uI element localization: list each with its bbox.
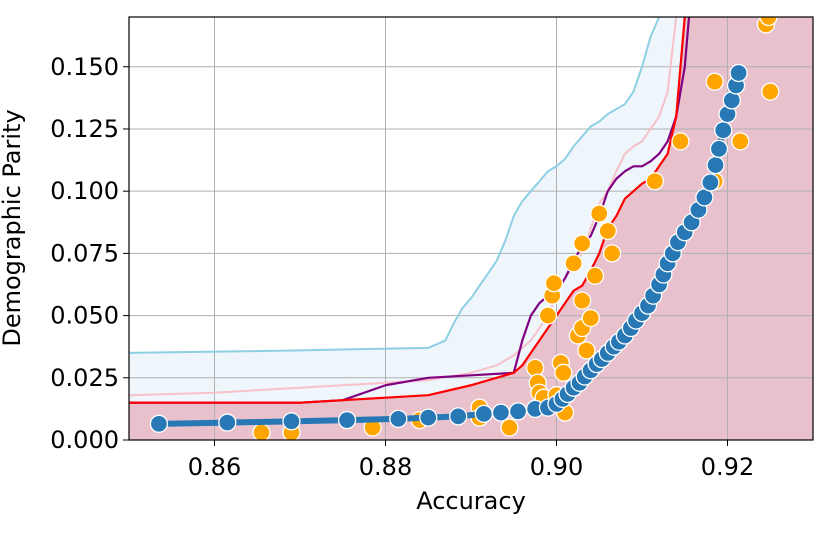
x-tick-label: 0.92	[701, 453, 754, 481]
red-series-line	[129, 17, 686, 404]
feasible-region	[129, 17, 813, 440]
y-tick-label: 0.075	[50, 239, 119, 267]
orange-point	[577, 341, 596, 360]
blue-point	[149, 414, 169, 433]
y-axis-label: Demographic Parity	[0, 109, 26, 346]
orange-point	[573, 291, 592, 310]
orange-point	[581, 308, 600, 328]
y-axis-ticks: 0.000 0.025 0.050 0.075 0.100 0.125 0.150	[50, 53, 129, 454]
orange-point	[598, 221, 617, 241]
blue-point	[474, 404, 493, 424]
y-tick-label: 0.150	[50, 53, 119, 81]
orange-point	[252, 423, 271, 440]
x-tick-label: 0.86	[188, 453, 241, 481]
orange-point	[731, 132, 750, 151]
y-tick-label: 0.050	[50, 302, 119, 330]
orange-point	[759, 17, 778, 27]
orange-point	[590, 204, 609, 223]
orange-point	[671, 132, 690, 151]
x-axis-label: Accuracy	[416, 487, 526, 515]
orange-point	[544, 274, 564, 293]
orange-point	[645, 172, 664, 191]
orange-point	[573, 234, 592, 253]
blue-point	[714, 121, 733, 140]
confidence-band	[129, 17, 685, 403]
orange-point	[705, 72, 724, 91]
blue-point	[508, 402, 528, 421]
orange-point	[585, 266, 605, 285]
orange-point	[500, 418, 519, 437]
x-tick-label: 0.88	[359, 453, 412, 481]
blue-point	[282, 412, 301, 431]
blue-point	[701, 173, 720, 192]
blue-point	[729, 63, 748, 83]
orange-point	[538, 306, 558, 325]
series-lines	[129, 17, 691, 404]
blue-point	[337, 410, 357, 430]
plot-frame	[128, 16, 814, 441]
y-tick-label: 0.025	[50, 364, 119, 392]
blue-point	[218, 413, 237, 432]
blue-point	[449, 407, 468, 426]
shaded-regions	[129, 17, 813, 440]
y-tick-label: 0.000	[50, 426, 119, 454]
x-tick-label: 0.90	[530, 453, 583, 481]
blue-point	[419, 408, 438, 427]
blue-point	[706, 155, 725, 175]
y-tick-label: 0.125	[50, 115, 119, 143]
blue-point	[709, 139, 729, 159]
series-dots	[149, 17, 780, 440]
orange-point	[554, 363, 573, 382]
blue-point	[491, 403, 511, 422]
orange-point	[602, 244, 622, 263]
orange-point	[564, 254, 583, 273]
orange-point	[525, 358, 545, 377]
orange-point	[761, 82, 780, 101]
skyblue-series-line	[129, 17, 661, 354]
y-tick-label: 0.100	[50, 177, 119, 205]
blue-point	[389, 409, 408, 429]
x-axis-ticks: 0.86 0.88 0.90 0.92	[188, 440, 754, 481]
